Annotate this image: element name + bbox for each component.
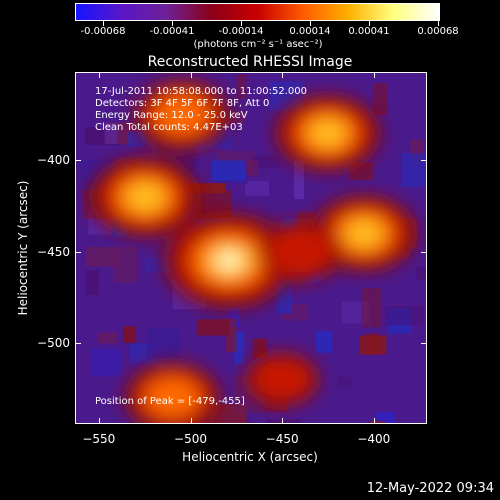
emission-source xyxy=(267,227,333,276)
noise-cell xyxy=(359,335,387,355)
energy-range-info: Energy Range: 12.0 - 25.0 keV xyxy=(95,110,248,121)
noise-cell xyxy=(226,318,237,352)
noise-cell xyxy=(127,131,146,147)
x-axis-label: Heliocentric X (arcsec) xyxy=(182,450,318,464)
colorbar-tick xyxy=(310,21,311,26)
x-axis-tick xyxy=(190,72,192,78)
emission-source xyxy=(125,182,166,212)
heatmap-image xyxy=(76,73,426,423)
y-axis-tick xyxy=(75,251,81,253)
x-axis-tick xyxy=(190,418,192,424)
x-axis-tick xyxy=(98,418,100,424)
noise-cell xyxy=(252,338,267,359)
y-axis-tick-label: −500 xyxy=(37,336,70,351)
noise-cell xyxy=(293,159,305,200)
colorbar-tick xyxy=(241,21,242,26)
peak-position-label: Position of Peak = [-479,-455] xyxy=(95,396,245,407)
colorbar-tick xyxy=(172,21,173,26)
noise-cell xyxy=(211,160,246,181)
source-layer xyxy=(90,79,417,423)
noise-cell xyxy=(86,270,100,296)
x-axis-tick-label: −550 xyxy=(82,432,116,446)
emission-source xyxy=(217,252,242,270)
noise-cell xyxy=(337,377,352,388)
noise-cell xyxy=(373,83,388,115)
noise-cell xyxy=(209,404,247,423)
y-axis-tick-label: −400 xyxy=(37,153,70,167)
noise-cell xyxy=(97,332,118,344)
x-axis-tick xyxy=(373,418,375,424)
plot-title: Reconstructed RHESSI Image xyxy=(147,54,353,70)
y-axis-tick xyxy=(75,343,81,345)
noise-cell xyxy=(86,246,118,267)
colorbar-gradient xyxy=(76,4,439,20)
colorbar-tick xyxy=(103,21,104,26)
x-axis-tick-label: −500 xyxy=(174,432,207,446)
emission-source xyxy=(345,219,384,248)
noise-cell xyxy=(104,123,118,144)
noise-cell xyxy=(196,319,230,336)
noise-cell xyxy=(91,348,122,377)
noise-cell xyxy=(401,153,426,188)
noise-cell xyxy=(387,308,412,334)
x-axis-tick-label: −400 xyxy=(357,432,391,446)
x-axis-tick xyxy=(98,72,100,78)
colorbar-tick-label: 0.00068 xyxy=(417,26,459,37)
noise-cell xyxy=(186,183,226,194)
clean-counts-info: Clean Total counts: 4.47E+03 xyxy=(95,122,243,133)
colorbar-tick xyxy=(438,21,439,26)
noise-cell xyxy=(122,326,136,343)
image-plot xyxy=(75,72,427,424)
y-axis-tick xyxy=(421,251,427,253)
colorbar xyxy=(75,3,440,21)
emission-source xyxy=(145,377,200,418)
noise-cell xyxy=(233,331,245,365)
y-axis-tick-label: −450 xyxy=(37,244,70,259)
colorbar-unit-label: (photons cm⁻² s⁻¹ asec⁻²) xyxy=(193,39,323,50)
y-axis-label: Heliocentric Y (arcsec) xyxy=(16,180,30,316)
colorbar-tick-label: -0.00041 xyxy=(149,26,195,37)
noise-cell xyxy=(113,246,138,283)
emission-source xyxy=(308,119,347,147)
emission-source xyxy=(154,95,209,135)
noise-cell xyxy=(227,307,241,327)
noise-cell xyxy=(376,411,395,423)
noise-cell xyxy=(385,306,424,326)
noise-cell xyxy=(361,287,382,328)
footer-date: 12-May-2022 09:34 xyxy=(366,481,494,496)
observation-time: 17-Jul-2011 10:58:08.000 to 11:00:52.000 xyxy=(95,86,307,97)
colorbar-tick-label: 0.00014 xyxy=(289,26,331,37)
detectors-info: Detectors: 3F 4F 5F 6F 7F 8F, Att 0 xyxy=(95,98,270,109)
colorbar-tick-label: 0.00041 xyxy=(348,26,390,37)
noise-cell xyxy=(341,301,370,324)
noise-cell xyxy=(266,419,301,423)
colorbar-tick xyxy=(369,21,370,26)
x-axis-tick-label: −450 xyxy=(265,432,299,446)
y-axis-tick xyxy=(75,160,81,161)
noise-cell xyxy=(245,160,259,176)
noise-cell xyxy=(236,74,247,99)
y-axis-tick xyxy=(421,343,427,345)
emission-source xyxy=(252,358,312,401)
y-axis-tick xyxy=(421,160,427,161)
colorbar-tick-label: -0.00014 xyxy=(218,26,264,37)
x-axis-tick xyxy=(282,418,284,424)
noise-cell xyxy=(316,331,333,353)
colorbar-tick-label: -0.00068 xyxy=(80,26,126,37)
noise-cell xyxy=(416,267,426,280)
x-axis-tick xyxy=(373,72,375,78)
noise-cell xyxy=(349,162,374,180)
noise-cell xyxy=(370,421,386,423)
noise-cell xyxy=(245,181,269,196)
noise-cell xyxy=(146,327,180,359)
x-axis-tick xyxy=(282,72,284,78)
